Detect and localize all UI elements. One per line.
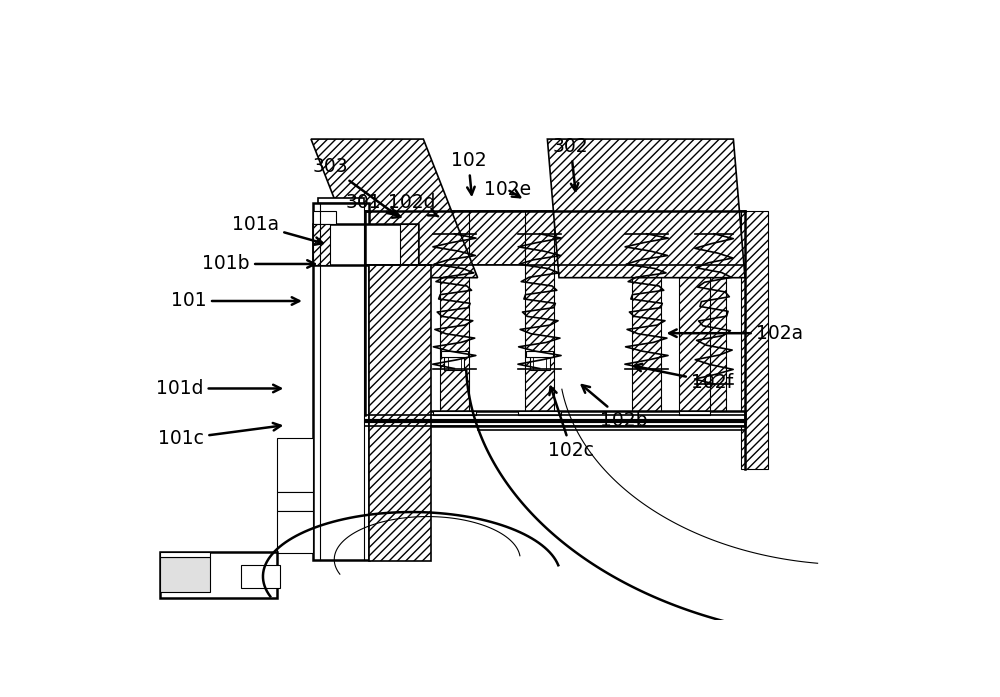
- Bar: [440, 210, 469, 415]
- Bar: [313, 224, 330, 265]
- Bar: [318, 198, 364, 203]
- Bar: [679, 411, 710, 415]
- Bar: [313, 210, 336, 224]
- Text: 102a: 102a: [669, 323, 803, 343]
- Text: 102e: 102e: [484, 180, 531, 199]
- Bar: [365, 265, 427, 415]
- Bar: [313, 224, 418, 265]
- Polygon shape: [311, 139, 478, 277]
- Text: 101d: 101d: [156, 379, 281, 398]
- Bar: [444, 357, 464, 370]
- Bar: [160, 552, 277, 598]
- Bar: [369, 265, 431, 561]
- Bar: [365, 265, 745, 415]
- Bar: [365, 411, 427, 415]
- Bar: [367, 411, 745, 427]
- Text: 102c: 102c: [548, 387, 594, 460]
- Bar: [433, 411, 476, 415]
- Bar: [160, 557, 210, 592]
- Bar: [526, 351, 553, 357]
- Text: 102: 102: [451, 151, 486, 194]
- Text: 303: 303: [313, 158, 396, 215]
- Text: 301: 301: [346, 193, 400, 217]
- Polygon shape: [547, 139, 745, 277]
- Text: 102f: 102f: [634, 364, 734, 392]
- Text: 101b: 101b: [202, 254, 315, 273]
- Bar: [277, 511, 313, 553]
- Bar: [160, 552, 210, 557]
- Bar: [679, 265, 710, 415]
- Text: 302: 302: [553, 137, 588, 191]
- Bar: [277, 492, 313, 511]
- Bar: [518, 411, 561, 415]
- Bar: [530, 357, 550, 370]
- Text: 101: 101: [171, 291, 299, 310]
- Bar: [741, 210, 768, 468]
- Bar: [525, 210, 554, 415]
- Text: 102b: 102b: [582, 385, 648, 430]
- Text: 101c: 101c: [158, 423, 281, 448]
- Bar: [400, 224, 418, 265]
- Bar: [632, 210, 661, 415]
- Bar: [241, 565, 280, 588]
- Bar: [365, 210, 745, 265]
- Bar: [277, 438, 313, 492]
- Text: 102d: 102d: [388, 193, 438, 216]
- Bar: [441, 351, 468, 357]
- Text: 101a: 101a: [232, 215, 323, 245]
- Bar: [702, 210, 726, 415]
- Bar: [313, 203, 369, 560]
